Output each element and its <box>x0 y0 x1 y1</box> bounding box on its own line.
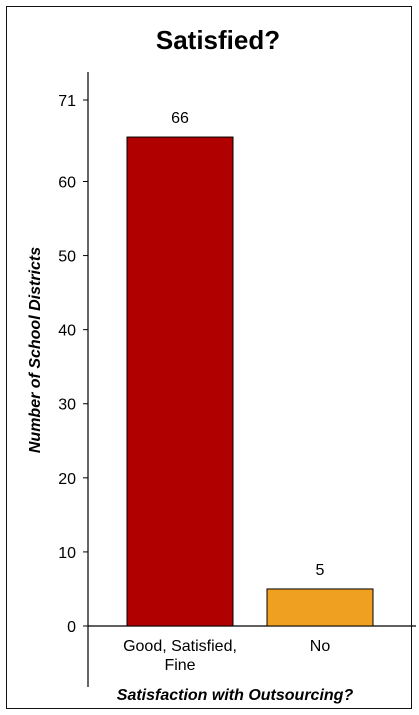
y-tick-label: 71 <box>58 93 76 110</box>
bar <box>126 136 234 627</box>
category-label: No <box>310 638 331 655</box>
category-label: Fine <box>164 657 195 674</box>
chart-title: Satisfied? <box>156 25 280 55</box>
x-axis-label: Satisfaction with Outsourcing? <box>117 687 354 704</box>
y-axis-label: Number of School Districts <box>27 247 44 453</box>
y-tick-label: 30 <box>58 397 76 414</box>
bar <box>266 588 374 627</box>
y-tick-label: 40 <box>58 323 76 340</box>
plot-area: 0 10 20 30 40 50 60 71 66 5 Good, Satisfied, Fine… <box>58 72 416 687</box>
y-tick-label: 20 <box>58 471 76 488</box>
data-label: 5 <box>316 562 325 579</box>
bars <box>126 136 374 627</box>
y-tick-label: 0 <box>67 619 76 636</box>
y-tick-label: 50 <box>58 249 76 266</box>
y-tick-label: 60 <box>58 174 76 191</box>
category-labels: Good, Satisfied, Fine No <box>123 638 330 674</box>
data-labels: 66 5 <box>171 110 324 579</box>
y-tick-label: 10 <box>58 545 76 562</box>
category-label: Good, Satisfied, <box>123 638 237 655</box>
y-ticks: 0 10 20 30 40 50 60 71 <box>58 93 88 636</box>
data-label: 66 <box>171 110 189 127</box>
